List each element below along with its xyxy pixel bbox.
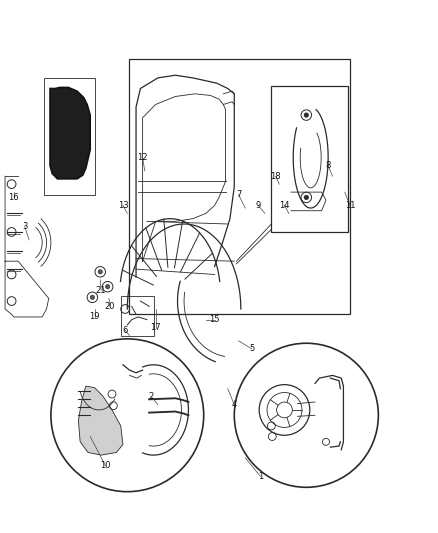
Text: 6: 6 <box>123 326 128 335</box>
Bar <box>44 78 95 195</box>
Text: 18: 18 <box>270 172 281 181</box>
Text: 4: 4 <box>232 400 237 409</box>
Text: 19: 19 <box>89 312 100 321</box>
Text: 21: 21 <box>96 286 106 295</box>
Text: 12: 12 <box>138 153 148 162</box>
Bar <box>121 296 153 336</box>
Text: 7: 7 <box>236 190 241 199</box>
Text: 2: 2 <box>148 392 154 401</box>
Text: 8: 8 <box>325 161 331 170</box>
Text: 17: 17 <box>150 323 161 332</box>
Text: 5: 5 <box>249 344 254 353</box>
Circle shape <box>304 113 308 117</box>
Text: 9: 9 <box>256 201 261 210</box>
Text: 10: 10 <box>100 461 111 470</box>
Circle shape <box>90 295 95 300</box>
Text: 13: 13 <box>118 201 128 210</box>
Text: 20: 20 <box>105 302 115 311</box>
Polygon shape <box>78 386 123 455</box>
Bar <box>130 59 350 314</box>
Text: 11: 11 <box>345 201 355 210</box>
Polygon shape <box>50 87 90 179</box>
Text: 16: 16 <box>8 193 19 202</box>
Circle shape <box>106 285 110 289</box>
Circle shape <box>98 270 102 274</box>
Text: 3: 3 <box>22 222 28 231</box>
Bar <box>272 86 348 232</box>
Text: 14: 14 <box>279 201 290 210</box>
Text: 15: 15 <box>209 315 220 324</box>
Circle shape <box>304 195 308 200</box>
Text: 1: 1 <box>258 472 263 481</box>
